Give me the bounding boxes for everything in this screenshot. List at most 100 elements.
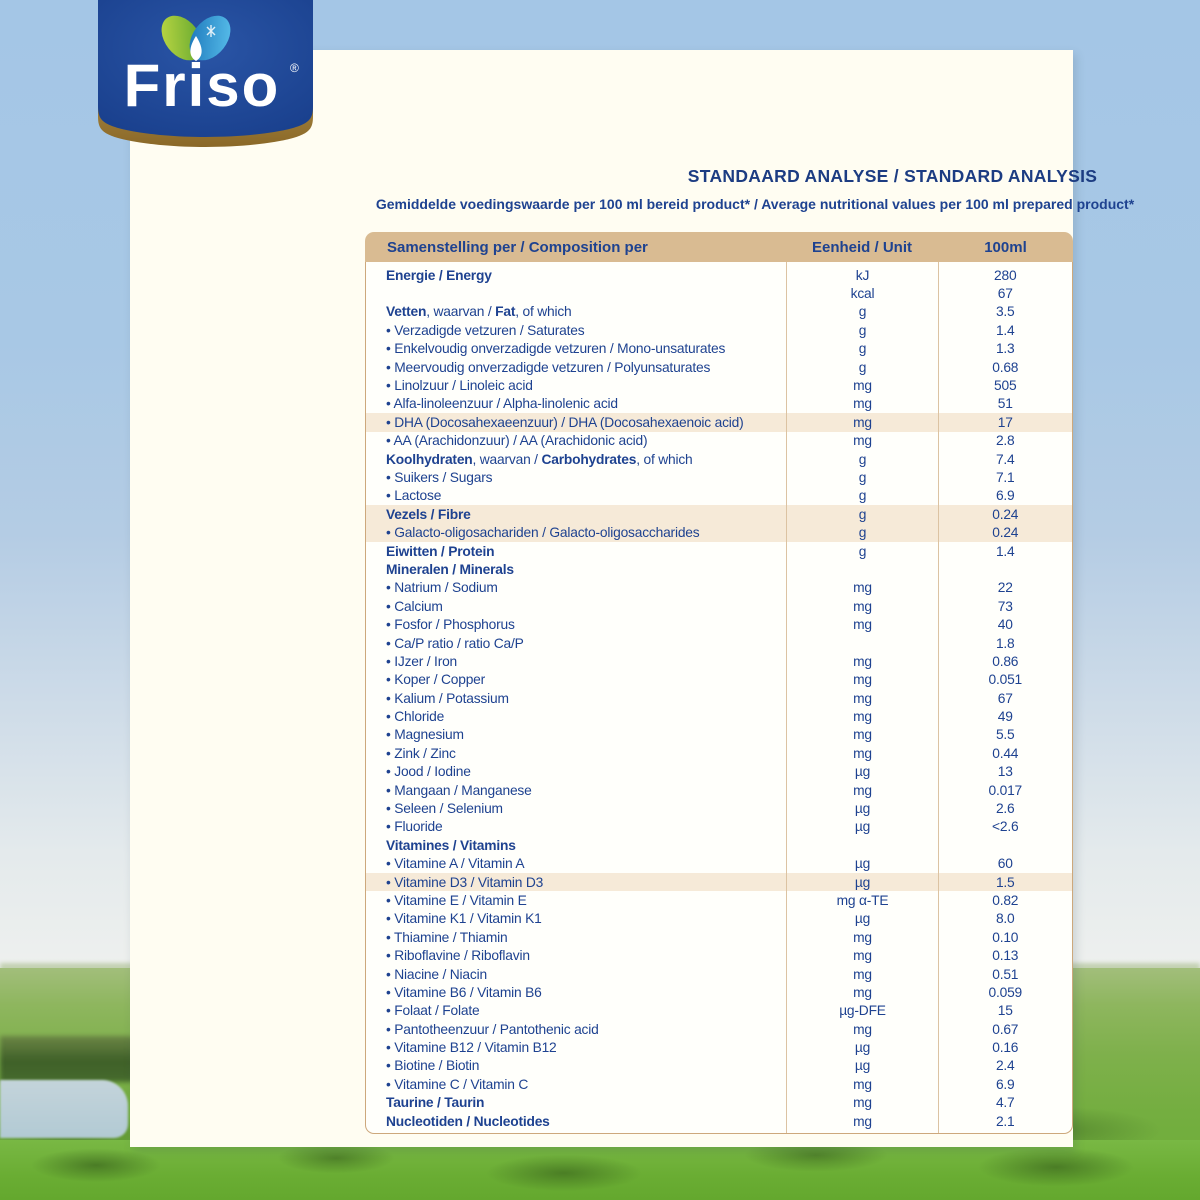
row-unit: mg [853, 948, 872, 964]
row-unit: mg [853, 782, 872, 798]
table-row: • Vitamine D3 / Vitamin D3 µg 1.5 [366, 872, 1072, 892]
row-value: 0.86 [992, 653, 1019, 669]
row-label: • Pantotheenzuur / Pantothenic acid [386, 1021, 599, 1037]
row-label: • IJzer / Iron [386, 653, 458, 669]
row-value: 1.5 [995, 874, 1015, 890]
row-value: 7.1 [995, 469, 1015, 485]
table-row: • Niacine / Niacin mg 0.51 [366, 965, 1072, 983]
row-value: 0.44 [992, 745, 1019, 761]
row-unit: µg [854, 911, 871, 927]
row-unit: mg [853, 1113, 872, 1129]
row-label: • Kalium / Potassium [386, 690, 509, 706]
row-label: • Zink / Zinc [386, 745, 456, 761]
row-unit: g [858, 506, 867, 522]
row-label: • Lactose [386, 488, 442, 504]
row-unit: mg [853, 396, 872, 412]
row-label: • Vitamine B12 / Vitamin B12 [386, 1040, 557, 1056]
table-row: • Galacto-oligosachariden / Galacto-olig… [366, 523, 1072, 542]
table-row: • Ca/P ratio / ratio Ca/P 1.8 [366, 634, 1072, 652]
table-row: • Jood / Iodine µg 13 [366, 763, 1072, 781]
row-value: 73 [997, 598, 1013, 614]
table-row: • Linolzuur / Linoleic acid mg 505 [366, 376, 1072, 394]
row-unit: mg [853, 727, 872, 743]
row-unit: mg [853, 672, 872, 688]
table-row: • Vitamine A / Vitamin A µg 60 [366, 855, 1072, 873]
row-unit: mg [853, 1021, 872, 1037]
row-unit: g [858, 488, 867, 504]
table-row: • Vitamine C / Vitamin C mg 6.9 [366, 1075, 1072, 1093]
row-value: 0.24 [992, 506, 1019, 522]
row-value: 1.8 [995, 635, 1015, 651]
treeline [0, 1036, 150, 1082]
table-row: • Pantotheenzuur / Pantothenic acid mg 0.6… [366, 1020, 1072, 1038]
blue-plaque [98, 0, 313, 137]
row-value: 67 [997, 690, 1013, 706]
row-value: 8.0 [995, 911, 1015, 927]
row-unit: g [858, 359, 867, 375]
row-label: • Vitamine B6 / Vitamin B6 [386, 984, 542, 1000]
row-unit: mg [853, 966, 872, 982]
row-value: 280 [994, 267, 1017, 283]
table-row: • Meervoudig onverzadigde vetzuren / Pol… [366, 358, 1072, 376]
row-value: 4.7 [995, 1095, 1015, 1111]
snowflake-icon [206, 25, 216, 37]
table-row: • Vitamine E / Vitamin E mg α-TE 0.82 [366, 891, 1072, 909]
table-row: • Calcium mg 73 [366, 597, 1072, 615]
row-label: • Alfa-linoleenzuur / Alpha-linolenic ac… [386, 396, 618, 412]
table-row: • Vitamine K1 / Vitamin K1 µg 8.0 [366, 910, 1072, 928]
row-value: 2.1 [995, 1113, 1015, 1129]
table-row: • Riboflavine / Riboflavin mg 0.13 [366, 946, 1072, 964]
row-value: 15 [997, 1003, 1013, 1019]
row-label: Taurine / Taurin [386, 1095, 485, 1111]
row-value: 1.3 [995, 341, 1015, 357]
table-row: • Suikers / Sugars g 7.1 [366, 468, 1072, 486]
table-row: • Thiamine / Thiamin mg 0.10 [366, 928, 1072, 946]
row-label: • Magnesium [386, 727, 464, 743]
row-label: • Linolzuur / Linoleic acid [386, 378, 533, 394]
row-value: 5.5 [995, 727, 1015, 743]
table-row: • AA (Arachidonzuur) / AA (Arachidonic a… [366, 432, 1072, 450]
table-row: • Magnesium mg 5.5 [366, 726, 1072, 744]
row-unit: µg [854, 801, 871, 817]
table-row: Taurine / Taurin mg 4.7 [366, 1094, 1072, 1112]
column-divider [937, 262, 939, 1134]
row-unit: kcal [850, 286, 875, 302]
row-label: Vezels / Fibre [386, 506, 471, 522]
row-value: 22 [997, 580, 1013, 596]
row-label: • Vitamine K1 / Vitamin K1 [386, 911, 542, 927]
table-header-row: Samenstelling per / Composition per Eenh… [365, 232, 1073, 262]
table-row: Vezels / Fibre g 0.24 [366, 505, 1072, 524]
table-row: Eiwitten / Protein g 1.4 [366, 542, 1072, 560]
row-value: 2.4 [995, 1058, 1015, 1074]
row-label: Koolhydraten, waarvan / Carbohydrates, o… [386, 451, 693, 467]
table-row: • Seleen / Selenium µg 2.6 [366, 799, 1072, 817]
row-value: 0.051 [988, 672, 1023, 688]
table-body: Energie / Energy kJ 280 kcal 67 Vetten, waarv… [365, 262, 1073, 1135]
row-unit: kJ [855, 267, 870, 283]
row-value: 49 [997, 709, 1013, 725]
row-value: 51 [997, 396, 1013, 412]
row-unit: g [858, 543, 867, 559]
row-unit: mg [853, 745, 872, 761]
foreground-grass [0, 1140, 1200, 1200]
row-label: • Meervoudig onverzadigde vetzuren / Pol… [386, 359, 711, 375]
table-row: • IJzer / Iron mg 0.86 [366, 652, 1072, 670]
row-unit: mg [853, 617, 872, 633]
row-unit: mg [853, 929, 872, 945]
row-unit: mg [853, 709, 872, 725]
column-divider [785, 262, 787, 1134]
table-row: • Lactose g 6.9 [366, 487, 1072, 505]
row-value: 2.8 [995, 433, 1015, 449]
row-unit: mg α-TE [836, 892, 889, 908]
table-row: • Fluoride µg <2.6 [366, 818, 1072, 836]
row-label: Eiwitten / Protein [386, 543, 495, 559]
row-value: 7.4 [995, 451, 1015, 467]
row-value: 0.017 [988, 782, 1023, 798]
row-label: • Folaat / Folate [386, 1003, 480, 1019]
table-row: Mineralen / Minerals [366, 560, 1072, 578]
row-unit: mg [853, 690, 872, 706]
table-row: • Koper / Copper mg 0.051 [366, 671, 1072, 689]
table-row: Vitamines / Vitamins [366, 836, 1072, 854]
table-row: • Mangaan / Manganese mg 0.017 [366, 781, 1072, 799]
row-unit: mg [853, 1095, 872, 1111]
